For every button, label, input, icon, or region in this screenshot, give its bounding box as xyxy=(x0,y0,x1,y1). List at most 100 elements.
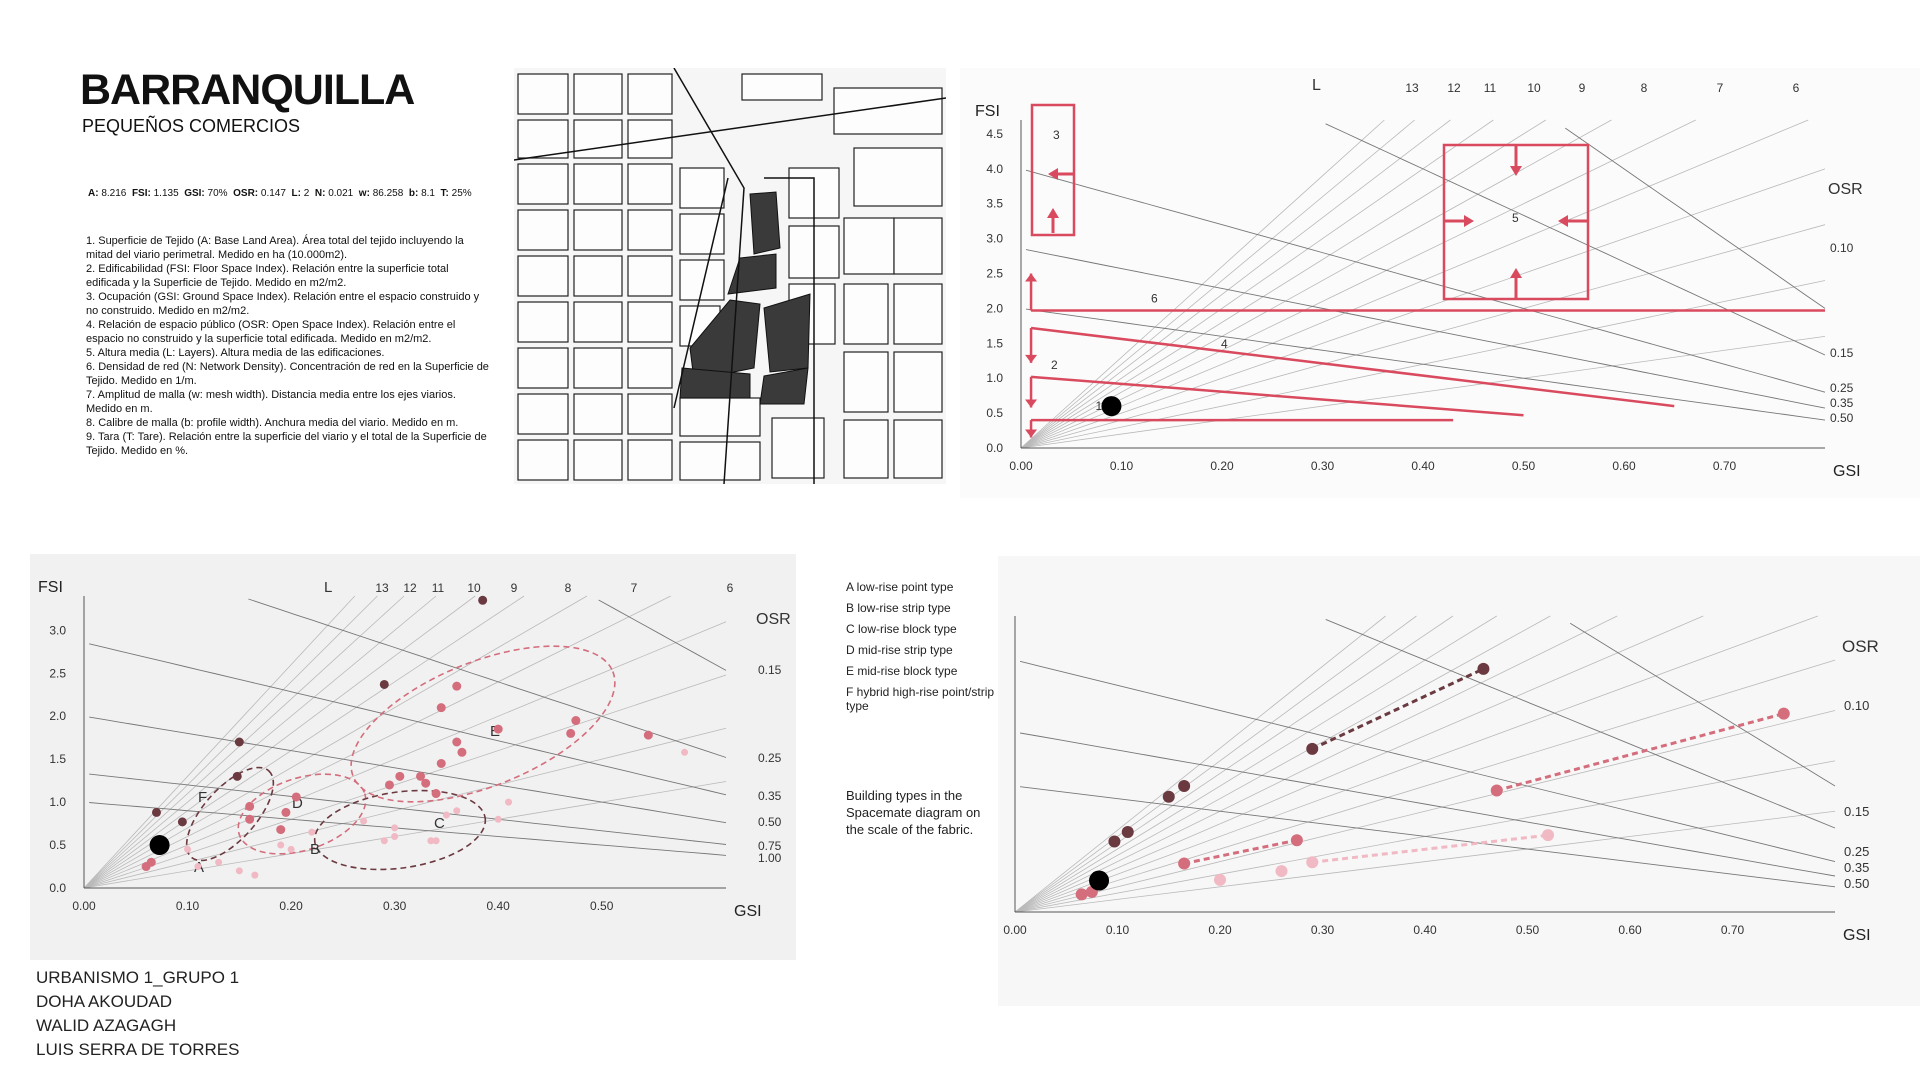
l-ray-line xyxy=(83,595,356,889)
metric-t: T: 25% xyxy=(440,188,472,199)
l-ray-line xyxy=(1014,615,1704,913)
x-tick-label: 0.40 xyxy=(487,899,511,913)
osr-axis-title: OSR xyxy=(1842,637,1879,656)
l-ray-line xyxy=(83,595,588,889)
y-tick-label: 2.5 xyxy=(986,267,1003,281)
data-point xyxy=(235,867,243,875)
l-value-label: 6 xyxy=(1793,81,1800,95)
data-point xyxy=(494,815,502,823)
cluster-label-c: C xyxy=(434,815,445,832)
l-axis-title: L xyxy=(324,579,332,596)
y-tick-label: 4.0 xyxy=(986,162,1003,176)
process-line-label: 2 xyxy=(1051,358,1058,372)
metric-a: A: 8.216 xyxy=(88,188,127,199)
process-arrowhead xyxy=(1025,273,1038,282)
osr-value-label: 0.50 xyxy=(1830,411,1854,425)
data-point xyxy=(1306,742,1319,755)
process-line xyxy=(1030,326,1675,408)
data-point xyxy=(194,863,202,871)
l-ray-line xyxy=(1020,119,1547,449)
osr-curve xyxy=(89,643,727,796)
legend-item-f: F hybrid high-rise point/strip type xyxy=(846,685,995,713)
x-tick-label: 0.20 xyxy=(1210,459,1234,473)
l-ray-line xyxy=(1020,119,1494,449)
x-tick-label: 0.00 xyxy=(1003,923,1027,937)
y-tick-label: 1.5 xyxy=(986,336,1003,350)
l-ray-line xyxy=(83,781,727,889)
l-value-label: 12 xyxy=(403,581,417,595)
definition-item: 8. Calibre de malla (b: profile width). … xyxy=(86,417,459,429)
data-point xyxy=(681,748,689,756)
definition-item: 7. Amplitud de malla (w: mesh width). Di… xyxy=(86,389,456,415)
data-point xyxy=(291,792,301,802)
x-axis-title: GSI xyxy=(734,903,762,920)
data-point xyxy=(1108,835,1121,848)
legend-item-a: A low-rise point type xyxy=(846,580,954,594)
legend-item-c: C low-rise block type xyxy=(846,622,957,636)
data-point xyxy=(1121,826,1134,839)
definition-item: 9. Tara (T: Tare). Relación entre la sup… xyxy=(86,431,487,457)
l-ray-line xyxy=(1014,710,1836,913)
data-point xyxy=(1306,856,1319,869)
cluster-ellipse xyxy=(185,766,275,862)
x-axis-title: GSI xyxy=(1833,463,1861,480)
l-value-label: 12 xyxy=(1447,81,1461,95)
l-ray-line xyxy=(1020,224,1826,449)
x-tick-label: 0.40 xyxy=(1413,923,1437,937)
data-point xyxy=(436,758,446,768)
data-point xyxy=(1075,888,1088,901)
data-point xyxy=(215,858,223,866)
x-tick-label: 0.20 xyxy=(279,899,303,913)
data-point xyxy=(251,871,259,879)
data-point xyxy=(453,807,461,815)
spacemate-types-chart-b: 0.00 0.10 0.20 0.30 0.40 0.50 0.60 0.70 GSI OSR 0.… xyxy=(998,556,1920,1006)
l-ray-line xyxy=(1014,615,1497,913)
data-point xyxy=(643,730,653,740)
osr-value-label: 0.15 xyxy=(1844,804,1869,819)
l-axis-title: L xyxy=(1312,77,1321,94)
y-tick-label: 0.5 xyxy=(986,406,1003,420)
l-ray-line xyxy=(83,727,727,889)
l-ray-line xyxy=(1014,615,1454,913)
data-point-1-label: 1 xyxy=(1095,399,1102,413)
l-value-label: 10 xyxy=(1527,81,1541,95)
metric-fsi: FSI: 1.135 xyxy=(131,188,179,199)
y-tick-label: 1.0 xyxy=(986,371,1003,385)
y-tick-label: 0.5 xyxy=(49,838,66,852)
x-tick-label: 0.60 xyxy=(1612,459,1636,473)
x-tick-label: 0.10 xyxy=(1106,923,1130,937)
process-line-label: 6 xyxy=(1151,292,1158,306)
x-tick-label: 0.60 xyxy=(1618,923,1642,937)
data-point xyxy=(360,817,368,825)
metric-b: b: 8.1 xyxy=(408,188,435,199)
y-tick-label: 2.0 xyxy=(49,709,66,723)
y-tick-label: 2.5 xyxy=(49,666,66,680)
osr-curve xyxy=(248,598,727,758)
data-point xyxy=(1214,873,1226,886)
osr-curve xyxy=(1565,127,1826,309)
data-point xyxy=(1777,707,1790,720)
process-arrowhead xyxy=(1510,268,1522,278)
metric-w: w: 86.258 xyxy=(358,188,404,199)
data-point xyxy=(436,703,446,713)
urban-map-drawing xyxy=(514,68,946,484)
l-value-label: 7 xyxy=(631,581,638,595)
data-point xyxy=(1178,780,1191,793)
x-tick-label: 0.50 xyxy=(1516,923,1540,937)
data-point xyxy=(457,747,467,757)
data-point xyxy=(177,817,187,827)
definition-item: 2. Edificabilidad (FSI: Floor Space Inde… xyxy=(86,263,449,289)
osr-curve xyxy=(1025,249,1826,409)
osr-curve xyxy=(1325,123,1826,356)
osr-value-label: 0.25 xyxy=(1830,381,1854,395)
l-value-label: 8 xyxy=(1641,81,1648,95)
data-point xyxy=(1490,784,1503,797)
highlight-point xyxy=(149,835,170,856)
data-point xyxy=(245,814,255,824)
y-tick-label: 3.0 xyxy=(49,623,66,637)
data-point xyxy=(287,845,295,853)
osr-curve xyxy=(1569,622,1836,787)
l-ray-line xyxy=(83,674,727,889)
y-tick-label: 3.0 xyxy=(986,232,1003,246)
osr-value-label: 0.15 xyxy=(1830,346,1854,360)
